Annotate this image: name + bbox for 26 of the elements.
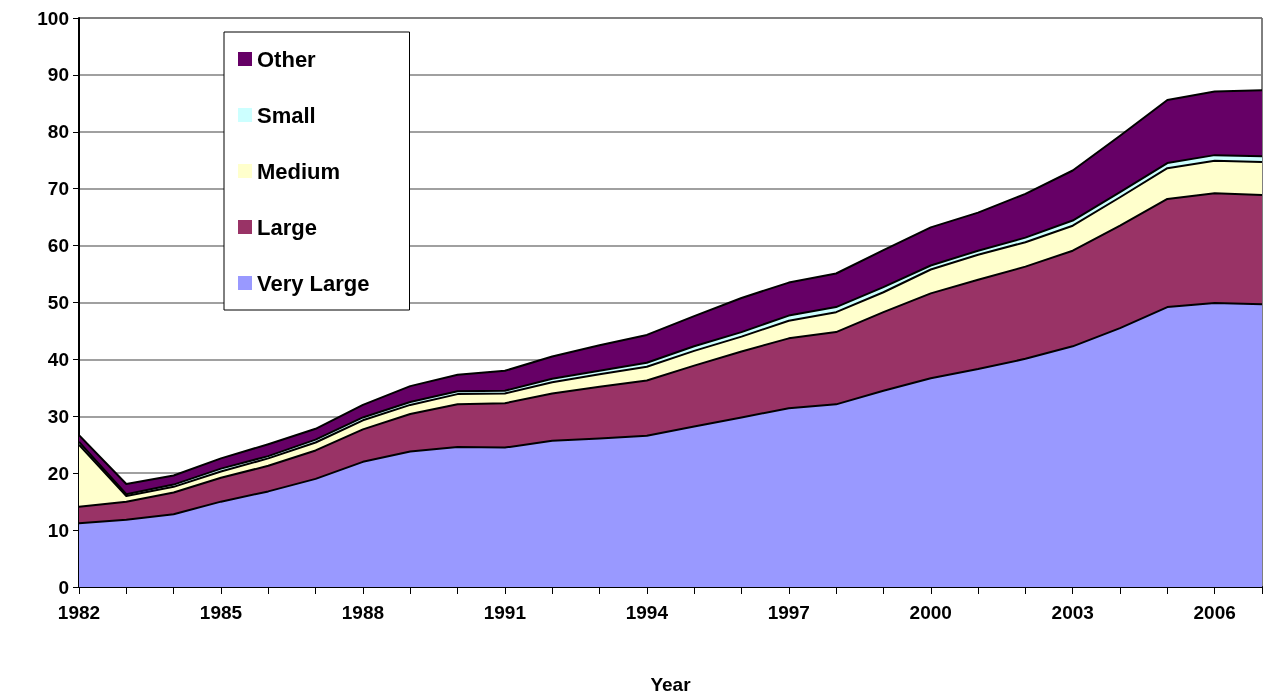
y-tick-label: 40 bbox=[47, 348, 69, 370]
legend-label: Other bbox=[257, 46, 317, 72]
legend-label: Small bbox=[257, 102, 316, 128]
legend-label: Large bbox=[257, 214, 317, 240]
x-axis-title: Year bbox=[650, 674, 692, 695]
y-tick-label: 50 bbox=[47, 292, 69, 313]
legend-label: Very Large bbox=[257, 270, 370, 296]
y-tick-label: 100 bbox=[37, 7, 69, 29]
y-tick-label: 30 bbox=[47, 405, 69, 427]
legend-label: Medium bbox=[257, 158, 341, 184]
x-tick-label: 2006 bbox=[1193, 602, 1236, 623]
y-tick-label: 60 bbox=[47, 235, 69, 257]
y-tick-label: 80 bbox=[47, 121, 69, 143]
x-tick-label: 1994 bbox=[625, 602, 669, 623]
x-tick-label: 2000 bbox=[909, 602, 952, 623]
y-tick-label: 20 bbox=[47, 462, 69, 484]
y-tick-label: 90 bbox=[47, 64, 69, 86]
x-tick-label: 1982 bbox=[57, 602, 101, 623]
y-tick-label: 0 bbox=[58, 576, 69, 598]
y-tick-label: 70 bbox=[47, 178, 69, 200]
y-tick-label: 10 bbox=[47, 519, 69, 541]
x-tick-label: 1991 bbox=[483, 602, 527, 623]
x-tick-label: 1988 bbox=[341, 602, 385, 623]
x-tick-label: 1985 bbox=[199, 602, 243, 623]
x-tick-label: 1997 bbox=[767, 602, 810, 623]
x-tick-label: 2003 bbox=[1051, 602, 1094, 623]
